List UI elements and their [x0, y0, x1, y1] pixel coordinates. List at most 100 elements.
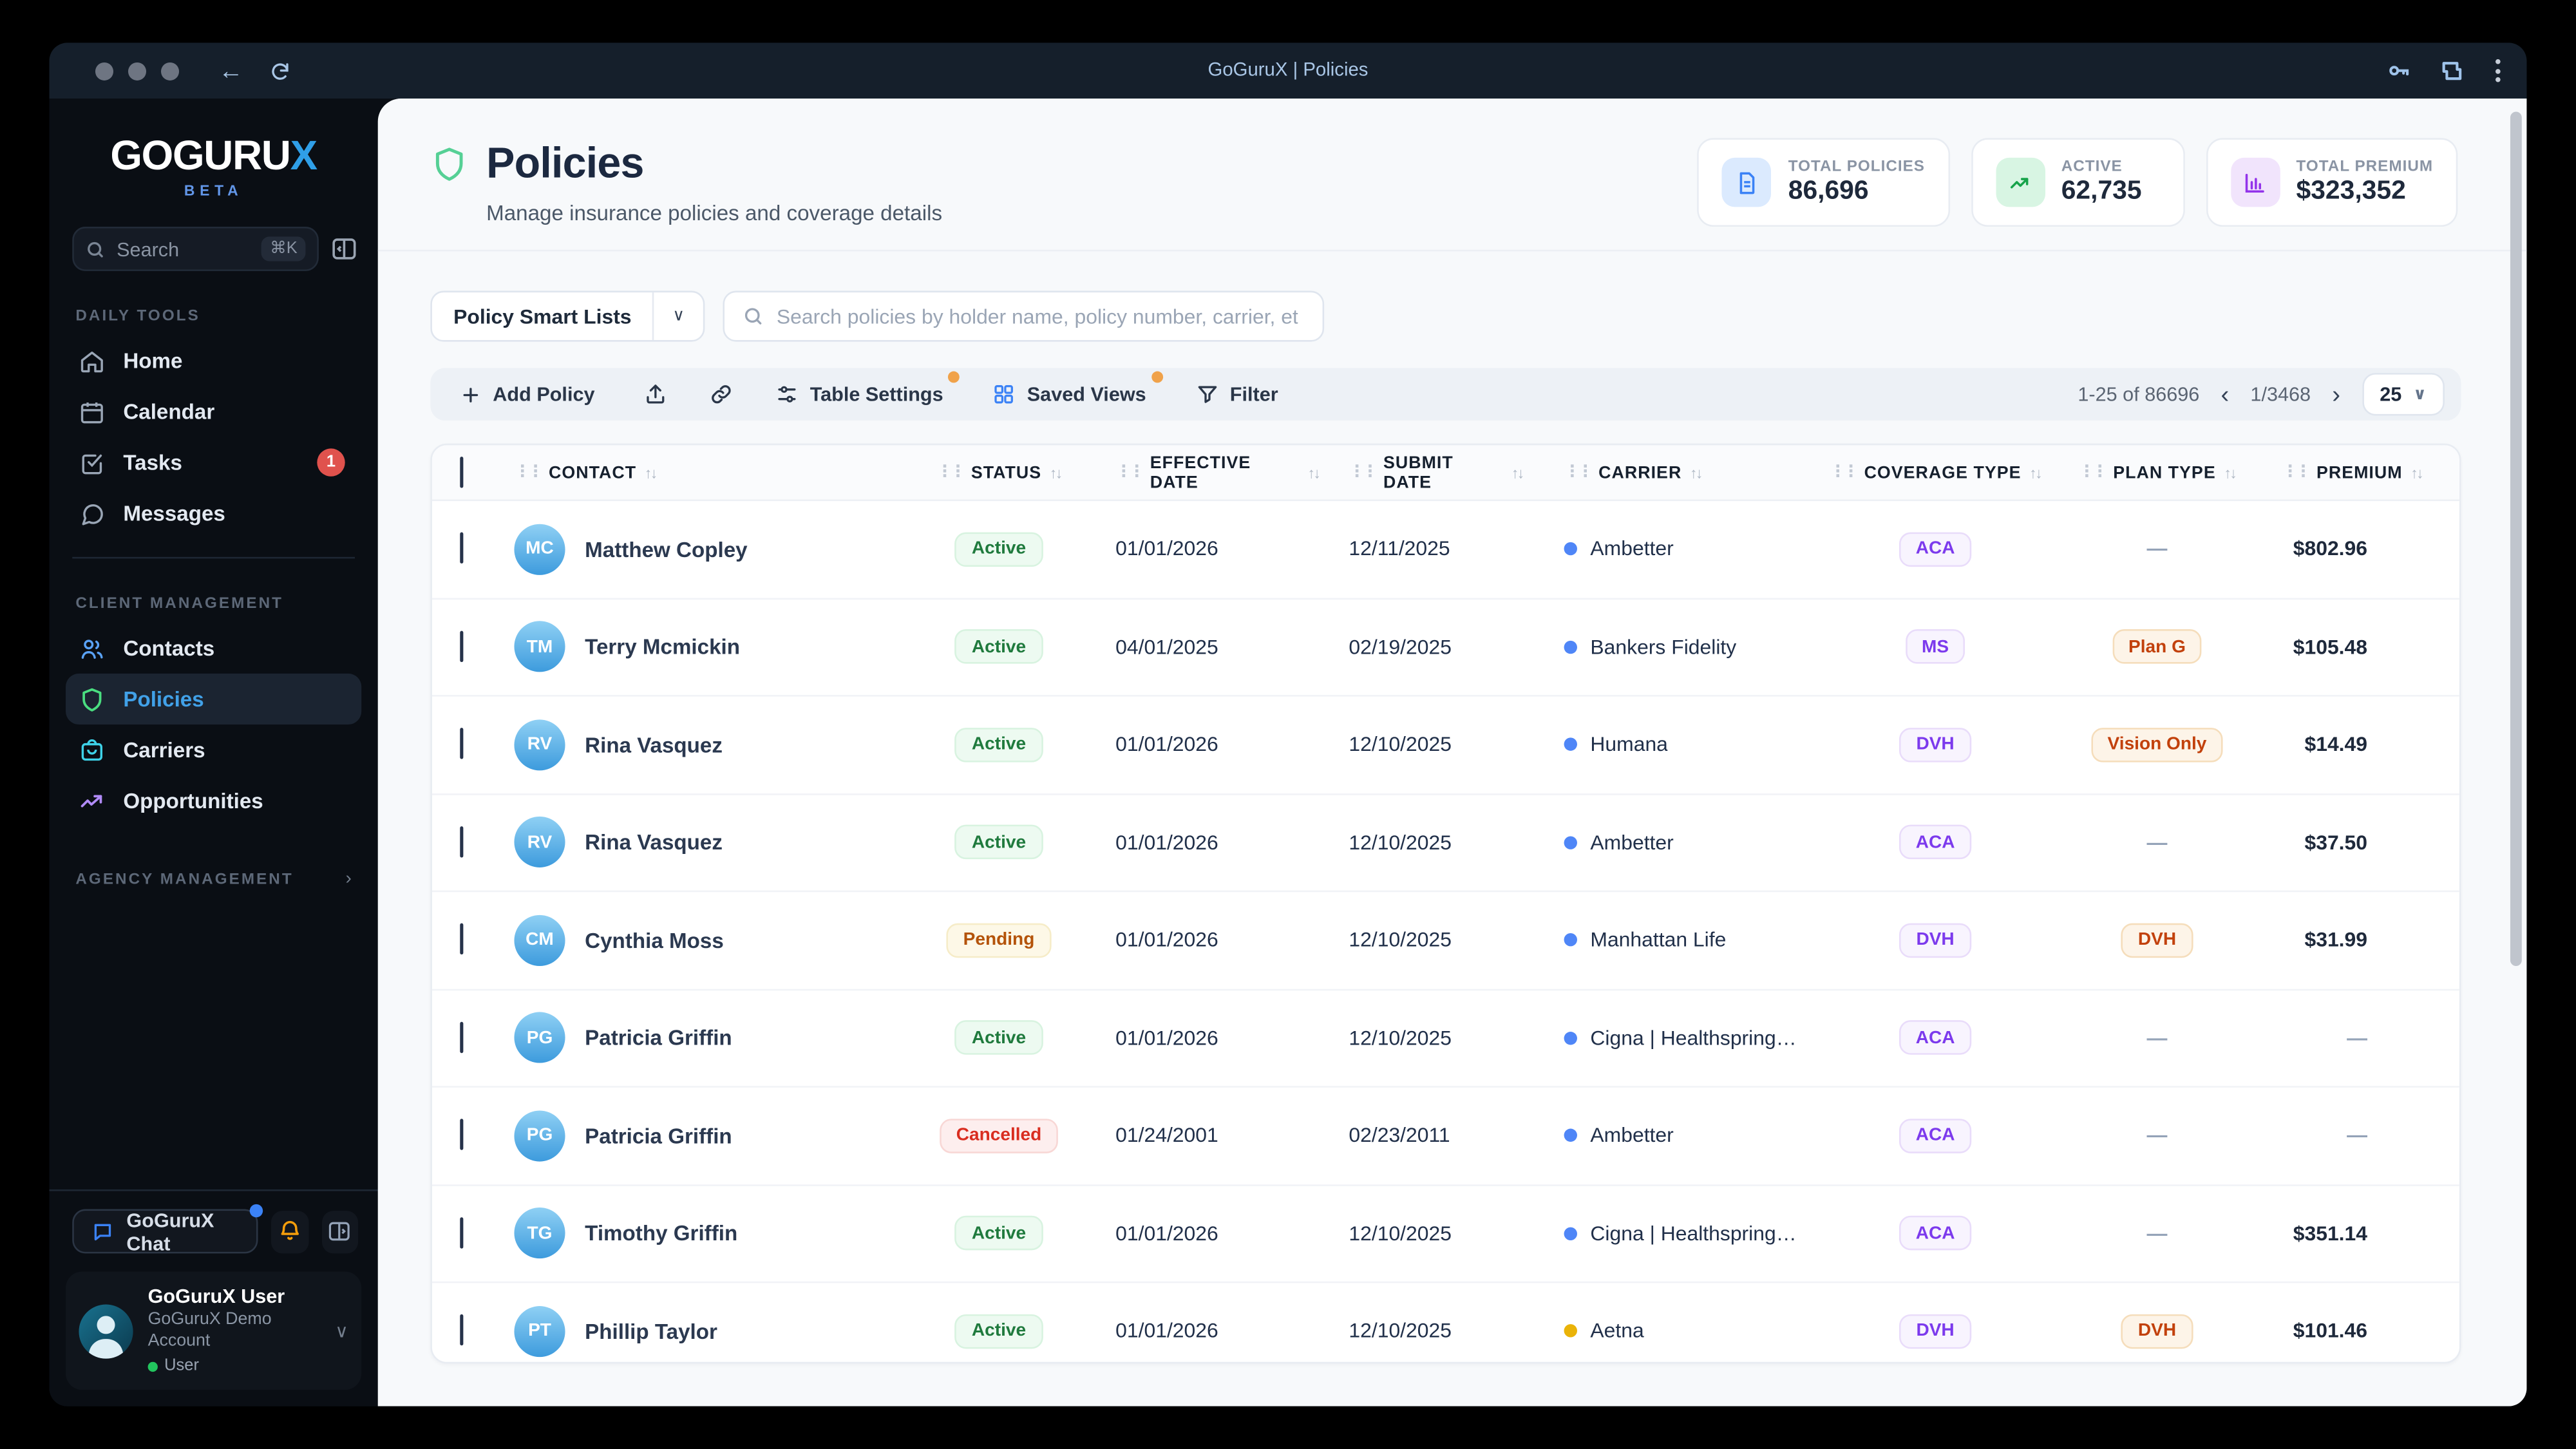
column-header-plan-type[interactable]: ⋮⋮ PLAN TYPE ↑↓ — [2058, 462, 2255, 482]
table-row[interactable]: PG Patricia Griffin Cancelled 01/24/2001 02/… — [431, 1088, 2459, 1186]
drag-handle-icon[interactable]: ⋮⋮ — [1564, 463, 1594, 482]
table-row[interactable]: RV Rina Vasquez Active 01/01/2026 12/10/2025… — [431, 697, 2459, 795]
table-row[interactable]: TG Timothy Griffin Active 01/01/2026 12/10/2… — [431, 1186, 2459, 1283]
collapse-sidebar-icon[interactable] — [330, 235, 358, 263]
notifications-bell-button[interactable] — [272, 1210, 308, 1253]
next-page-button[interactable]: › — [2332, 380, 2340, 408]
policies-search-input[interactable]: Search policies by holder name, policy n… — [722, 290, 1324, 342]
section-label-daily-tools: DAILY TOOLS — [75, 307, 200, 326]
chevron-down-icon[interactable]: ∨ — [335, 1321, 348, 1342]
drag-handle-icon[interactable]: ⋮⋮ — [1115, 463, 1145, 482]
policies-shield-icon — [430, 143, 468, 225]
sidebar-item-policies[interactable]: Policies — [66, 673, 362, 724]
opportunities-icon — [79, 788, 105, 814]
sort-icon[interactable]: ↑↓ — [2029, 464, 2042, 481]
extensions-icon[interactable] — [2439, 59, 2464, 83]
sidebar-item-tasks[interactable]: Tasks 1 — [66, 437, 361, 488]
column-header-submit-date[interactable]: ⋮⋮ SUBMIT DATE ↑↓ — [1319, 453, 1524, 492]
sort-icon[interactable]: ↑↓ — [1049, 464, 1063, 481]
saved-views-button[interactable]: Saved Views — [989, 371, 1163, 406]
contact-name[interactable]: Timothy Griffin — [585, 1221, 738, 1246]
tasks-icon — [79, 450, 105, 476]
contact-name[interactable]: Rina Vasquez — [585, 732, 723, 757]
contact-name[interactable]: Rina Vasquez — [585, 829, 723, 855]
table-row[interactable]: PG Patricia Griffin Active 01/01/2026 12/10/… — [431, 990, 2459, 1088]
row-checkbox[interactable] — [460, 533, 464, 564]
window-dot[interactable] — [160, 61, 180, 80]
sidebar-search-input[interactable]: Search ⌘K — [72, 227, 319, 271]
table-row[interactable]: MC Matthew Copley Active 01/01/2026 12/11/20… — [431, 501, 2459, 599]
expand-panel-button[interactable] — [321, 1210, 359, 1253]
page-size-select[interactable]: 25 ∨ — [2362, 373, 2445, 416]
export-button[interactable] — [641, 383, 670, 406]
table-row[interactable]: CM Cynthia Moss Pending 01/01/2026 12/10/202… — [431, 892, 2459, 990]
key-icon[interactable] — [2385, 57, 2412, 84]
sidebar-item-agency-management[interactable]: AGENCY MANAGEMENT › — [75, 869, 352, 889]
plan-type-badge: DVH — [2121, 923, 2193, 958]
add-policy-button[interactable]: Add Policy — [457, 383, 598, 406]
table-row[interactable]: TM Terry Mcmickin Active 04/01/2025 02/19/20… — [431, 599, 2459, 697]
drag-handle-icon[interactable]: ⋮⋮ — [2282, 463, 2311, 482]
contact-name[interactable]: Patricia Griffin — [585, 1025, 732, 1050]
row-checkbox[interactable] — [460, 826, 464, 857]
table-settings-button[interactable]: Table Settings — [772, 371, 960, 406]
sort-icon[interactable]: ↑↓ — [2410, 464, 2423, 481]
sidebar-item-calendar[interactable]: Calendar — [66, 386, 361, 437]
copy-link-button[interactable] — [706, 383, 736, 406]
contact-name[interactable]: Terry Mcmickin — [585, 634, 741, 659]
column-header-carrier[interactable]: ⋮⋮ CARRIER ↑↓ — [1523, 462, 1812, 482]
row-checkbox[interactable] — [460, 923, 464, 955]
window-dot[interactable] — [95, 61, 114, 80]
user-account-card[interactable]: GoGuruX User GoGuruX Demo Account User ∨ — [66, 1272, 362, 1390]
row-checkbox[interactable] — [460, 1021, 464, 1053]
table-row[interactable]: RV Rina Vasquez Active 01/01/2026 12/10/2025… — [431, 794, 2459, 893]
drag-handle-icon[interactable]: ⋮⋮ — [1349, 463, 1378, 482]
back-icon[interactable]: ← — [218, 57, 243, 85]
column-label: EFFECTIVE DATE — [1150, 452, 1251, 493]
window-controls[interactable] — [95, 61, 180, 80]
table-row[interactable]: PT Phillip Taylor Active 01/01/2026 12/10/20… — [432, 1283, 2459, 1361]
column-header-contact[interactable]: ⋮⋮ CONTACT ↑↓ — [514, 462, 925, 482]
previous-page-button[interactable]: ‹ — [2221, 380, 2230, 408]
kebab-menu-icon[interactable] — [2492, 56, 2504, 86]
contact-name[interactable]: Phillip Taylor — [585, 1318, 717, 1344]
drag-handle-icon[interactable]: ⋮⋮ — [2078, 463, 2108, 482]
sort-icon[interactable]: ↑↓ — [1690, 464, 1703, 481]
select-all-checkbox[interactable] — [460, 455, 464, 488]
row-checkbox[interactable] — [460, 1119, 464, 1151]
column-header-status[interactable]: ⋮⋮ STATUS ↑↓ — [925, 462, 1073, 482]
column-header-effective-date[interactable]: ⋮⋮ EFFECTIVE DATE ↑↓ — [1073, 452, 1321, 493]
drag-handle-icon[interactable]: ⋮⋮ — [936, 463, 966, 482]
scrollbar[interactable] — [2510, 111, 2522, 966]
sort-icon[interactable]: ↑↓ — [644, 464, 658, 481]
row-checkbox[interactable] — [460, 1217, 464, 1249]
window-dot[interactable] — [128, 61, 147, 80]
row-checkbox[interactable] — [460, 630, 464, 662]
goguruX-chat-button[interactable]: GoGuruX Chat — [72, 1204, 264, 1255]
contact-name[interactable]: Patricia Griffin — [585, 1123, 732, 1148]
submit-date-cell: 12/11/2025 — [1349, 537, 1450, 561]
column-header-coverage-type[interactable]: ⋮⋮ COVERAGE TYPE ↑↓ — [1812, 462, 2059, 482]
contact-name[interactable]: Cynthia Moss — [585, 927, 724, 952]
row-checkbox[interactable] — [460, 728, 464, 760]
sidebar-item-contacts[interactable]: Contacts — [66, 623, 361, 674]
sidebar-item-opportunities[interactable]: Opportunities — [66, 775, 361, 826]
chevron-down-icon[interactable]: ∨ — [652, 292, 703, 341]
sidebar-item-messages[interactable]: Messages — [66, 488, 361, 539]
messages-icon — [79, 500, 105, 527]
carrier-dot — [1564, 640, 1577, 654]
sort-icon[interactable]: ↑↓ — [1511, 464, 1524, 481]
filter-button[interactable]: Filter — [1192, 383, 1282, 406]
drag-handle-icon[interactable]: ⋮⋮ — [1829, 463, 1859, 482]
row-checkbox[interactable] — [460, 1314, 464, 1346]
avatar: TM — [514, 621, 565, 673]
drag-handle-icon[interactable]: ⋮⋮ — [514, 463, 544, 482]
sort-icon[interactable]: ↑↓ — [1307, 464, 1321, 481]
policy-smart-lists-dropdown[interactable]: Policy Smart Lists ∨ — [430, 290, 705, 342]
column-header-premium[interactable]: ⋮⋮ PREMIUM ↑↓ — [2256, 462, 2434, 482]
sidebar-item-carriers[interactable]: Carriers — [66, 724, 361, 775]
contact-name[interactable]: Matthew Copley — [585, 536, 748, 562]
refresh-icon[interactable] — [269, 60, 290, 81]
sort-icon[interactable]: ↑↓ — [2224, 464, 2237, 481]
sidebar-item-home[interactable]: Home — [66, 335, 361, 386]
